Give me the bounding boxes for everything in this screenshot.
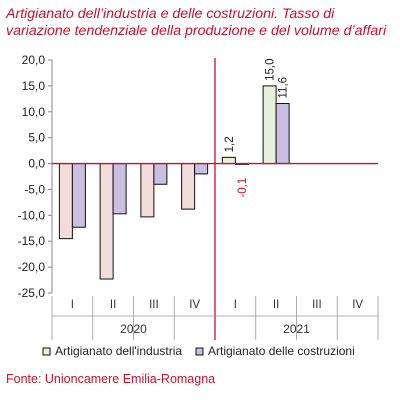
data-label-industria: 1,2 <box>224 136 236 152</box>
chart-title-line1: Artigianato dell’industria e delle costr… <box>6 6 335 22</box>
y-tick-label: -5,0 <box>24 182 45 196</box>
legend-label-industria: Artigianato dell'industria <box>55 344 182 358</box>
y-tick-label: 15,0 <box>22 79 46 93</box>
y-tick-label: 5,0 <box>28 131 45 145</box>
x-tick-label: II <box>110 299 116 311</box>
bar-industria <box>140 163 155 218</box>
bar-costruzioni <box>153 163 168 185</box>
x-tick-label: III <box>149 299 159 311</box>
bar-industria <box>262 85 277 165</box>
data-label-costruzioni: -0,1 <box>237 178 249 198</box>
bar-industria <box>221 156 236 165</box>
source-note: Fonte: Unioncamere Emilia-Romagna <box>6 372 216 386</box>
bar-costruzioni <box>194 163 209 175</box>
bar-costruzioni <box>71 163 86 228</box>
y-tick-label: -15,0 <box>18 234 46 248</box>
y-tick-label: 0,0 <box>28 157 45 171</box>
y-tick-label: -25,0 <box>18 286 46 300</box>
legend-label-costruzioni: Artigianato delle costruzioni <box>208 344 355 358</box>
bar-industria <box>58 163 73 240</box>
x-tick-label: I <box>71 299 74 311</box>
x-tick-label: I <box>234 299 237 311</box>
x-tick-label: III <box>312 299 322 311</box>
chart-title: Artigianato dell’industria e delle costr… <box>6 6 396 40</box>
bar-industria <box>181 163 196 210</box>
data-label-costruzioni: 11,6 <box>278 77 290 99</box>
bar-costruzioni <box>275 102 290 165</box>
legend-swatch-costruzioni <box>195 347 204 356</box>
legend-swatch-industria <box>42 347 51 356</box>
data-label-industria: 15,0 <box>265 58 277 80</box>
y-tick-label: 20,0 <box>22 53 46 67</box>
x-tick-label: IV <box>352 299 363 311</box>
y-tick-label: 10,0 <box>22 105 46 119</box>
chart-title-line2: variazione tendenziale della produzione … <box>6 23 387 39</box>
y-tick-label: -10,0 <box>18 208 46 222</box>
x-tick-label: IV <box>189 299 200 311</box>
legend: Artigianato dell'industria Artigianato de… <box>42 344 355 358</box>
x-tick-label: II <box>273 299 279 311</box>
x-group-label: 2021 <box>283 322 310 336</box>
bar-industria <box>99 163 114 280</box>
bar-costruzioni <box>112 163 127 215</box>
x-group-label: 2020 <box>120 322 147 336</box>
y-tick-label: -20,0 <box>18 260 46 274</box>
